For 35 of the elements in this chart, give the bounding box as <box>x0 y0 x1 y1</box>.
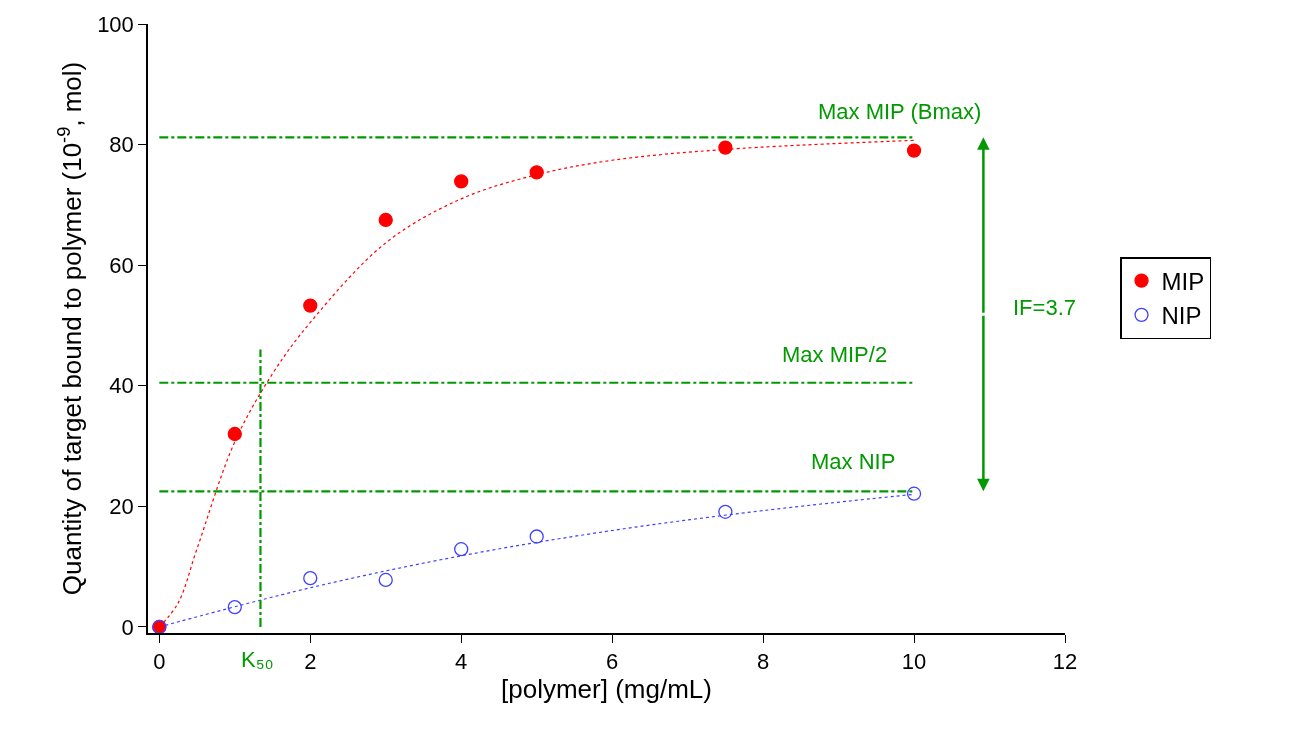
point <box>227 599 242 615</box>
x-tick-label: 8 <box>756 649 770 675</box>
y-tick-label: 20 <box>109 494 134 520</box>
point <box>303 570 318 586</box>
y-tick-label: 60 <box>109 252 134 278</box>
x-tick-label: 2 <box>304 649 317 675</box>
point <box>718 140 733 155</box>
point <box>529 529 544 544</box>
y-tick-label: 100 <box>97 11 134 37</box>
x-tick-label: 6 <box>606 649 619 675</box>
point <box>906 143 922 158</box>
annotation: Max MIP/2 <box>782 342 888 367</box>
y-tick-label: 80 <box>109 132 134 158</box>
annotation: Max NIP <box>811 449 896 474</box>
point <box>303 298 318 313</box>
legend-label: MIP <box>1161 268 1205 296</box>
x-tick-label: 12 <box>1052 649 1078 675</box>
y-tick-label: 40 <box>109 373 134 399</box>
point <box>454 542 469 557</box>
legend-label: NIP <box>1161 302 1202 330</box>
point <box>378 212 393 228</box>
text: K₅₀ <box>241 647 274 672</box>
point <box>718 504 733 519</box>
point <box>227 426 242 442</box>
x-axis-title: [polymer] (mg/mL) <box>501 674 712 705</box>
point <box>529 165 544 180</box>
point <box>454 174 469 189</box>
annotation: Max MIP (Bmax) <box>818 99 982 124</box>
x-tick-label: 10 <box>901 649 927 675</box>
y-tick-label: 0 <box>121 614 134 640</box>
point <box>906 486 922 501</box>
x-tick-label: 4 <box>455 649 468 675</box>
x-tick-label: 0 <box>153 649 166 675</box>
point <box>378 572 393 588</box>
annotation: IF=3.7 <box>1013 295 1076 320</box>
